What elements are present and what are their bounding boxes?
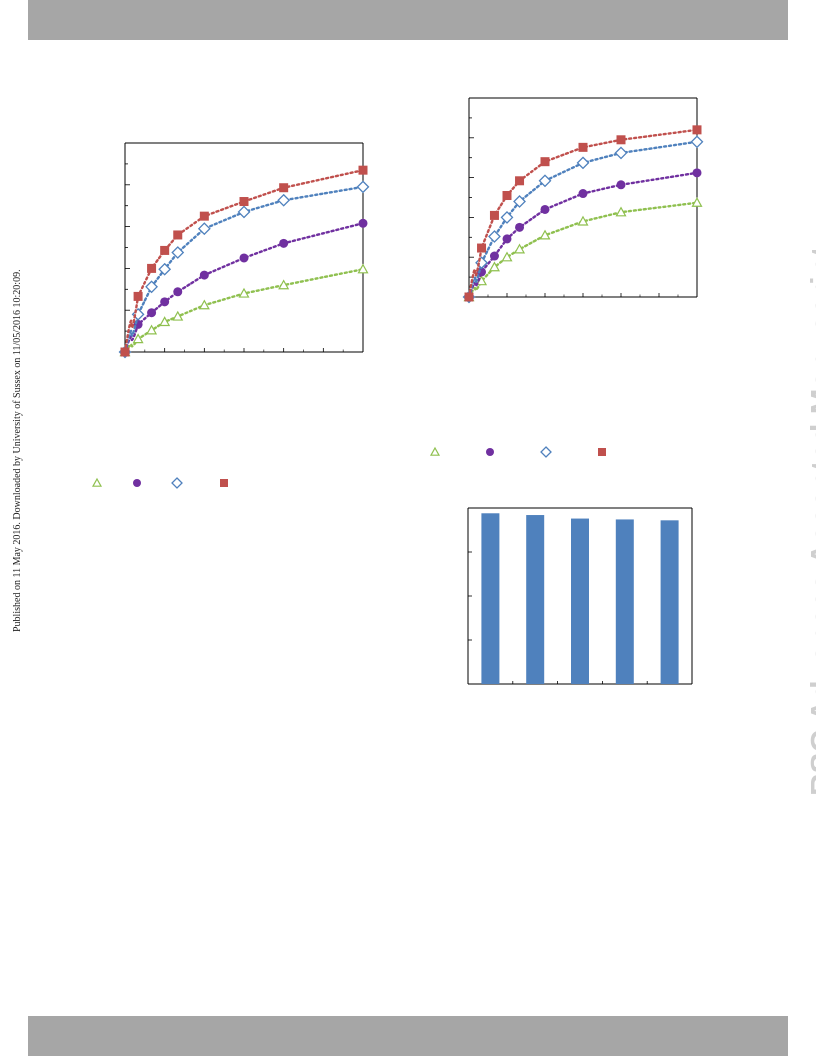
data-point (616, 180, 626, 190)
data-point (576, 156, 590, 170)
data-point (279, 183, 289, 193)
data-point (238, 287, 250, 298)
data-point (198, 299, 210, 310)
data-point (173, 287, 183, 297)
data-point (147, 308, 157, 318)
data-point (158, 262, 172, 276)
data-point (199, 211, 209, 221)
data-point (159, 316, 171, 327)
data-point (540, 204, 550, 214)
data-point (616, 135, 626, 145)
data-point (691, 196, 703, 207)
data-point (160, 297, 170, 307)
data-point (690, 135, 704, 149)
data-point (515, 222, 525, 232)
legend-marker (133, 479, 141, 487)
data-point (171, 246, 185, 259)
data-point (464, 292, 474, 302)
legend-marker (429, 446, 441, 456)
data-point (357, 263, 369, 274)
data-point (358, 165, 368, 175)
data-point (278, 279, 290, 290)
data-point (477, 243, 487, 253)
data-point (577, 215, 589, 226)
data-point (692, 125, 702, 135)
data-point (489, 251, 499, 261)
data-point (277, 193, 291, 207)
data-point (502, 191, 512, 201)
data-point (160, 245, 170, 255)
data-point (538, 174, 552, 188)
data-point (146, 324, 158, 335)
bar (526, 515, 545, 684)
fit-curve (123, 268, 365, 354)
data-point (489, 210, 499, 220)
data-point (172, 310, 184, 321)
fit-curve (467, 201, 699, 299)
legend-marker (91, 477, 103, 487)
data-point (502, 234, 512, 244)
fit-curve (467, 128, 699, 299)
bar (615, 519, 634, 684)
legend-marker (220, 479, 228, 487)
data-point (540, 157, 550, 167)
data-point (488, 261, 500, 272)
data-point (147, 263, 157, 273)
data-point (692, 168, 702, 178)
legend-marker (598, 448, 606, 456)
data-point (578, 142, 588, 152)
data-point (513, 195, 526, 208)
data-point (239, 253, 249, 263)
data-point (515, 176, 525, 186)
data-point (356, 180, 370, 194)
data-point (501, 251, 513, 262)
data-point (120, 347, 130, 357)
data-point (173, 230, 183, 240)
data-point (500, 210, 514, 224)
bar (660, 520, 679, 684)
data-point (578, 189, 588, 199)
data-point (488, 230, 501, 243)
data-point (145, 280, 158, 294)
data-point (197, 222, 211, 236)
data-point (279, 238, 289, 248)
data-point (239, 197, 249, 207)
fit-curve (123, 222, 365, 354)
data-point (358, 218, 368, 228)
data-point (132, 333, 144, 344)
data-point (199, 270, 209, 280)
bar (481, 513, 500, 684)
data-point (539, 229, 551, 240)
legend-marker (486, 448, 494, 456)
legend-marker (171, 477, 183, 489)
bar (571, 518, 589, 684)
data-point (133, 291, 143, 301)
data-point (514, 243, 526, 254)
data-point (237, 205, 251, 219)
legend-marker (540, 446, 552, 458)
header-band (28, 0, 788, 40)
data-point (615, 206, 627, 217)
data-point (614, 146, 628, 160)
footer-band (28, 1016, 788, 1056)
